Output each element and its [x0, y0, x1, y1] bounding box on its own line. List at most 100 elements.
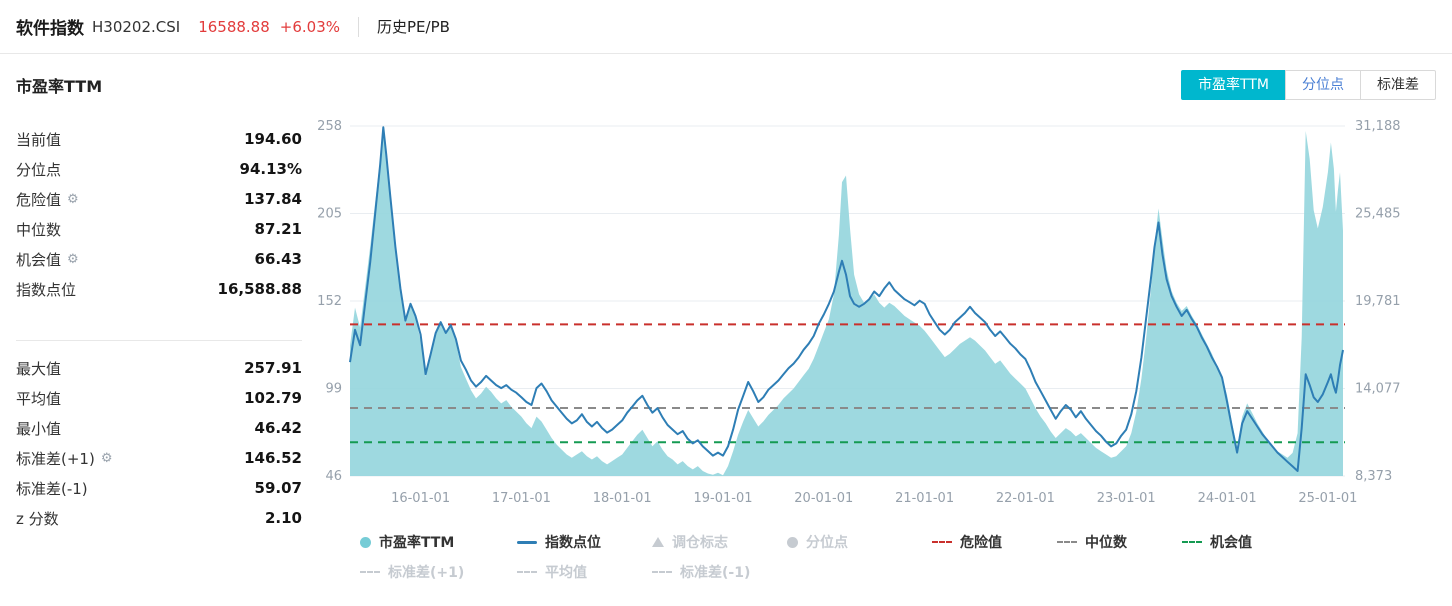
legend-label: 平均值	[545, 565, 587, 581]
stat-value: 194.60	[244, 130, 302, 148]
svg-text:25-01-01: 25-01-01	[1298, 491, 1357, 506]
svg-text:258: 258	[317, 119, 342, 134]
stat-value: 87.21	[254, 220, 302, 238]
stat-row-danger: 危险值 ⚙ 137.84	[16, 184, 302, 214]
stat-label-text: 危险值	[16, 190, 62, 209]
dashed-line-marker-icon	[517, 571, 537, 573]
triangle-marker-icon	[652, 537, 664, 547]
legend-label: 机会值	[1210, 535, 1252, 551]
stat-label: 中位数	[16, 220, 62, 239]
legend-label: 指数点位	[545, 535, 601, 551]
stat-row-opportunity: 机会值 ⚙ 66.43	[16, 244, 302, 274]
index-change-percent: +6.03%	[279, 17, 340, 36]
legend-label: 中位数	[1085, 535, 1127, 551]
svg-text:8,373: 8,373	[1355, 469, 1392, 484]
stat-value: 257.91	[244, 359, 302, 377]
legend-row-1: 市盈率TTM 指数点位 调仓标志 分位点 危险值	[360, 532, 1452, 552]
gear-icon[interactable]: ⚙	[100, 450, 113, 466]
stat-label: 当前值	[16, 130, 62, 149]
stat-label: 平均值	[16, 389, 62, 408]
stat-label: 机会值 ⚙	[16, 249, 79, 270]
svg-text:14,077: 14,077	[1355, 382, 1401, 397]
legend-item-rebalance-flag[interactable]: 调仓标志	[652, 532, 787, 552]
legend-row-2: 标准差(+1) 平均值 标准差(-1)	[360, 562, 1452, 582]
legend-item-stddev-plus1[interactable]: 标准差(+1)	[360, 562, 517, 582]
page-header: 软件指数 H30202.CSI 16588.88 +6.03% 历史PE/PB	[0, 0, 1452, 54]
stat-row-percentile: 分位点 94.13%	[16, 154, 302, 184]
legend-item-pe-ttm[interactable]: 市盈率TTM	[360, 532, 517, 552]
stat-row-min: 最小值 46.42	[16, 413, 302, 443]
tab-pe-ttm[interactable]: 市盈率TTM	[1181, 70, 1286, 100]
svg-text:31,188: 31,188	[1355, 119, 1401, 134]
stat-label: 指数点位	[16, 280, 77, 299]
legend-item-danger-value[interactable]: 危险值	[932, 532, 1057, 552]
chart-legend: 市盈率TTM 指数点位 调仓标志 分位点 危险值	[360, 532, 1452, 582]
pe-trend-chart[interactable]: 46 8,373 99 14,077 152 19,781 205 25,485 258 31,1…	[302, 118, 1450, 518]
stat-row-stddev-plus1: 标准差(+1) ⚙ 146.52	[16, 443, 302, 473]
svg-text:17-01-01: 17-01-01	[492, 491, 551, 506]
view-tabs: 市盈率TTM 分位点 标准差	[1181, 70, 1436, 100]
stats-panel: 当前值 194.60 分位点 94.13% 危险值 ⚙ 137.84 中位数 8…	[16, 104, 302, 592]
stat-row-index-points: 指数点位 16,588.88	[16, 274, 302, 304]
dashed-line-marker-icon	[360, 571, 380, 573]
stat-row-stddev-minus1: 标准差(-1) 59.07	[16, 473, 302, 503]
stat-label: 最大值	[16, 359, 62, 378]
stat-label-text: 机会值	[16, 250, 62, 269]
dashed-line-marker-icon	[1057, 541, 1077, 543]
dashed-line-marker-icon	[932, 541, 952, 543]
svg-text:19,781: 19,781	[1355, 294, 1401, 309]
legend-item-percentile[interactable]: 分位点	[787, 532, 932, 552]
legend-item-average[interactable]: 平均值	[517, 562, 652, 582]
gear-icon[interactable]: ⚙	[67, 191, 79, 207]
stat-label: 标准差(+1) ⚙	[16, 448, 112, 469]
stats-divider	[16, 340, 302, 341]
gear-icon[interactable]: ⚙	[67, 251, 79, 267]
tab-stddev[interactable]: 标准差	[1360, 70, 1436, 100]
stat-label: 危险值 ⚙	[16, 189, 79, 210]
stat-label: 最小值	[16, 419, 62, 438]
legend-label: 标准差(+1)	[388, 565, 465, 581]
legend-label: 标准差(-1)	[680, 565, 751, 581]
circle-marker-icon	[787, 536, 798, 548]
svg-text:46: 46	[325, 469, 342, 484]
stat-value: 102.79	[244, 389, 302, 407]
section-head: 市盈率TTM 市盈率TTM 分位点 标准差	[0, 54, 1452, 100]
stat-label: z 分数	[16, 509, 59, 528]
panel-title: 市盈率TTM	[16, 77, 103, 96]
stat-value: 94.13%	[239, 160, 302, 178]
legend-item-stddev-minus1[interactable]: 标准差(-1)	[652, 562, 787, 582]
index-price: 16588.88	[198, 17, 270, 36]
stat-row-current: 当前值 194.60	[16, 124, 302, 154]
chart-area: 46 8,373 99 14,077 152 19,781 205 25,485 258 31,1…	[302, 104, 1452, 592]
line-marker-icon	[517, 540, 537, 544]
legend-label: 分位点	[806, 535, 848, 551]
svg-text:22-01-01: 22-01-01	[996, 491, 1055, 506]
stat-value: 59.07	[254, 479, 302, 497]
legend-item-opportunity-value[interactable]: 机会值	[1182, 532, 1312, 552]
stat-value: 16,588.88	[217, 280, 302, 298]
svg-text:18-01-01: 18-01-01	[593, 491, 652, 506]
stat-value: 66.43	[254, 250, 302, 268]
svg-text:21-01-01: 21-01-01	[895, 491, 954, 506]
stat-label: 标准差(-1)	[16, 479, 88, 498]
stat-value: 2.10	[264, 509, 302, 527]
legend-label: 危险值	[960, 535, 1002, 551]
tab-percentile[interactable]: 分位点	[1285, 70, 1361, 100]
svg-text:152: 152	[317, 294, 342, 309]
svg-text:99: 99	[325, 382, 342, 397]
legend-item-median-value[interactable]: 中位数	[1057, 532, 1182, 552]
stat-row-max: 最大值 257.91	[16, 353, 302, 383]
stat-label-text: 标准差(+1)	[16, 449, 95, 468]
legend-item-index-points[interactable]: 指数点位	[517, 532, 652, 552]
legend-label: 市盈率TTM	[379, 535, 455, 551]
stat-value: 46.42	[254, 419, 302, 437]
svg-text:25,485: 25,485	[1355, 207, 1401, 222]
svg-text:24-01-01: 24-01-01	[1198, 491, 1257, 506]
stat-row-zscore: z 分数 2.10	[16, 503, 302, 533]
svg-text:20-01-01: 20-01-01	[794, 491, 853, 506]
stat-value: 146.52	[244, 449, 302, 467]
svg-text:205: 205	[317, 207, 342, 222]
nav-history-pepb[interactable]: 历史PE/PB	[377, 18, 450, 36]
svg-text:16-01-01: 16-01-01	[391, 491, 450, 506]
stat-value: 137.84	[244, 190, 302, 208]
